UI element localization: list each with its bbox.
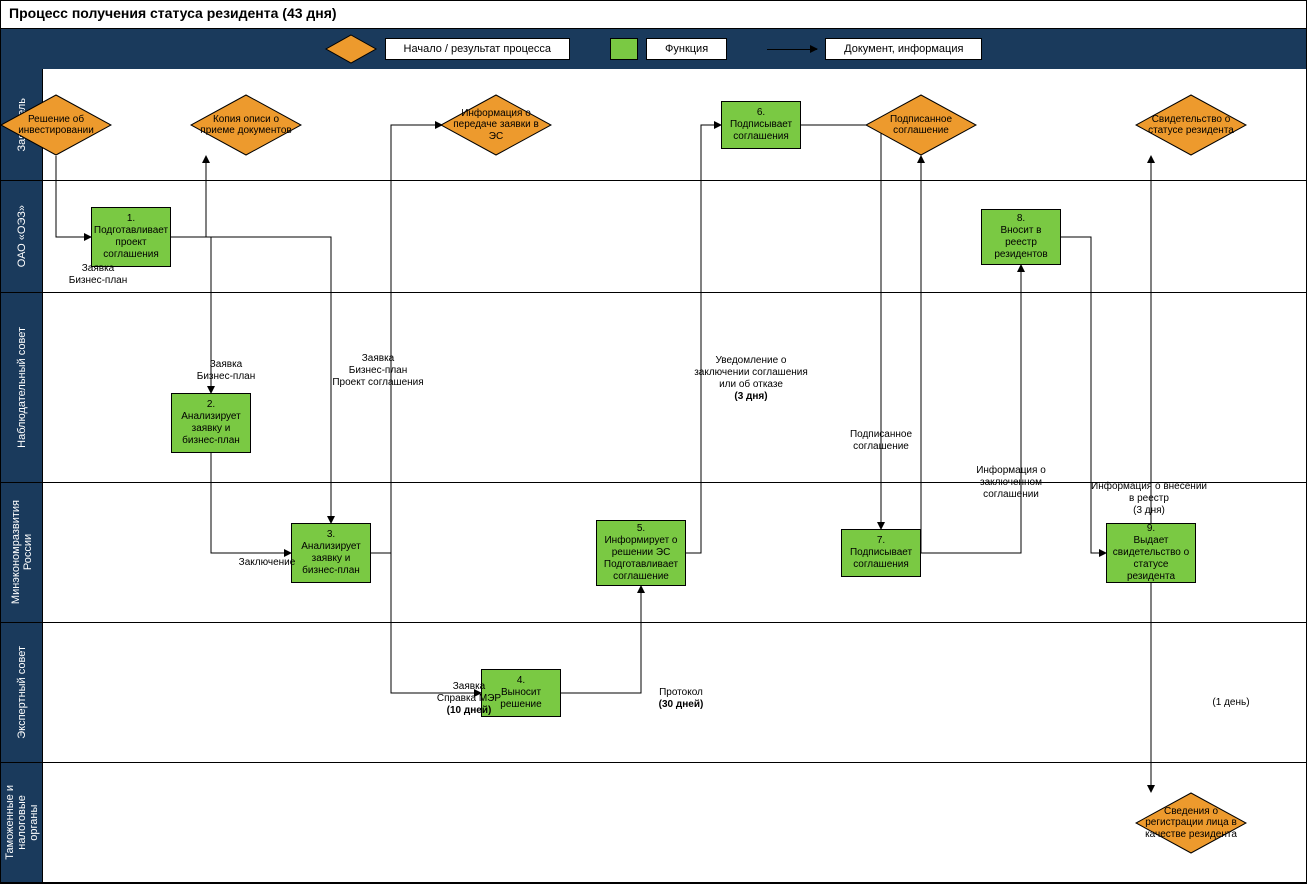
- rect-icon: [610, 38, 638, 60]
- diamond-icon: [325, 34, 377, 64]
- func-f8: 8. Вносит в реестр резидентов: [981, 209, 1061, 265]
- diamond-d1: Решение об инвестировании: [0, 94, 112, 156]
- diamond-d4: Подписанное соглашение: [865, 94, 977, 156]
- edge-label-4: ЗаявкаСправка МЭР(10 дней): [419, 681, 519, 717]
- arrow-icon: [767, 49, 817, 50]
- lane-body-customs: [43, 763, 1306, 882]
- edge-label-9: Информация о внесении в реестр (3 дня): [1089, 481, 1209, 517]
- legend-label-func: Функция: [646, 38, 727, 60]
- func-f7: 7. Подписывает соглашения: [841, 529, 921, 577]
- diamond-label: Копия описи о приеме документов: [190, 94, 302, 156]
- diamond-label: Решение об инвестировании: [0, 94, 112, 156]
- diamond-label: Информация о передаче заявки в ЭС: [440, 94, 552, 156]
- edge-label-1: Заявка Бизнес-план: [191, 359, 261, 383]
- func-f1: 1. Подготавливает проект соглашения: [91, 207, 171, 267]
- lane-customs: Таможенные и налоговые органы: [1, 763, 1306, 883]
- diamond-d5: Свидетельство о статусе резидента: [1135, 94, 1247, 156]
- legend-label-doc: Документ, информация: [825, 38, 982, 60]
- legend-item-doc: Документ, информация: [767, 38, 982, 60]
- edge-label-10: (1 день): [1201, 697, 1261, 709]
- lane-body-oez: [43, 181, 1306, 292]
- edge-label-5: Протокол(30 дней): [641, 687, 721, 711]
- lane-nabsovet: Наблюдательный совет: [1, 293, 1306, 483]
- edge-label-2: Заявка Бизнес-план Проект соглашения: [323, 353, 433, 389]
- legend-item-start: Начало / результат процесса: [325, 34, 570, 64]
- edge-label-6: Уведомление о заключении соглашения или …: [691, 355, 811, 403]
- func-f5: 5. Информирует о решении ЭС Подготавлива…: [596, 520, 686, 586]
- lane-header-oez: ОАО «ОЭЗ»: [1, 181, 43, 292]
- page-title: Процесс получения статуса резидента (43 …: [1, 1, 1306, 29]
- edge-label-3: Заключение: [227, 557, 307, 569]
- diamond-d6: Сведения о регистрации лица в качестве р…: [1135, 792, 1247, 854]
- diamond-d3: Информация о передаче заявки в ЭС: [440, 94, 552, 156]
- legend-bar: Начало / результат процесса Функция Доку…: [1, 29, 1306, 69]
- lane-header-nabsovet: Наблюдательный совет: [1, 293, 43, 482]
- edge-label-0: Заявка Бизнес-план: [63, 263, 133, 287]
- legend-item-func: Функция: [610, 38, 727, 60]
- legend-label-start: Начало / результат процесса: [385, 38, 570, 60]
- func-f2: 2. Анализирует заявку и бизнес-план: [171, 393, 251, 453]
- func-f9: 9. Выдает свидетельство о статусе резиде…: [1106, 523, 1196, 583]
- lane-body-nabsovet: [43, 293, 1306, 482]
- func-f6: 6. Подписывает соглашения: [721, 101, 801, 149]
- diamond-d2: Копия описи о приеме документов: [190, 94, 302, 156]
- diamond-label: Свидетельство о статусе резидента: [1135, 94, 1247, 156]
- diamond-label: Сведения о регистрации лица в качестве р…: [1135, 792, 1247, 854]
- lane-header-customs: Таможенные и налоговые органы: [1, 763, 43, 882]
- func-f3: 3. Анализирует заявку и бизнес-план: [291, 523, 371, 583]
- swimlanes: ЗаявительОАО «ОЭЗ»Наблюдательный советМи…: [1, 69, 1306, 885]
- edge-label-7: Подписанное соглашение: [831, 429, 931, 453]
- lane-oez: ОАО «ОЭЗ»: [1, 181, 1306, 293]
- edge-label-8: Информация о заключенном соглашении: [961, 465, 1061, 501]
- lane-header-expert: Экспертный совет: [1, 623, 43, 762]
- lane-header-mer: Минэкономразвития России: [1, 483, 43, 622]
- diamond-label: Подписанное соглашение: [865, 94, 977, 156]
